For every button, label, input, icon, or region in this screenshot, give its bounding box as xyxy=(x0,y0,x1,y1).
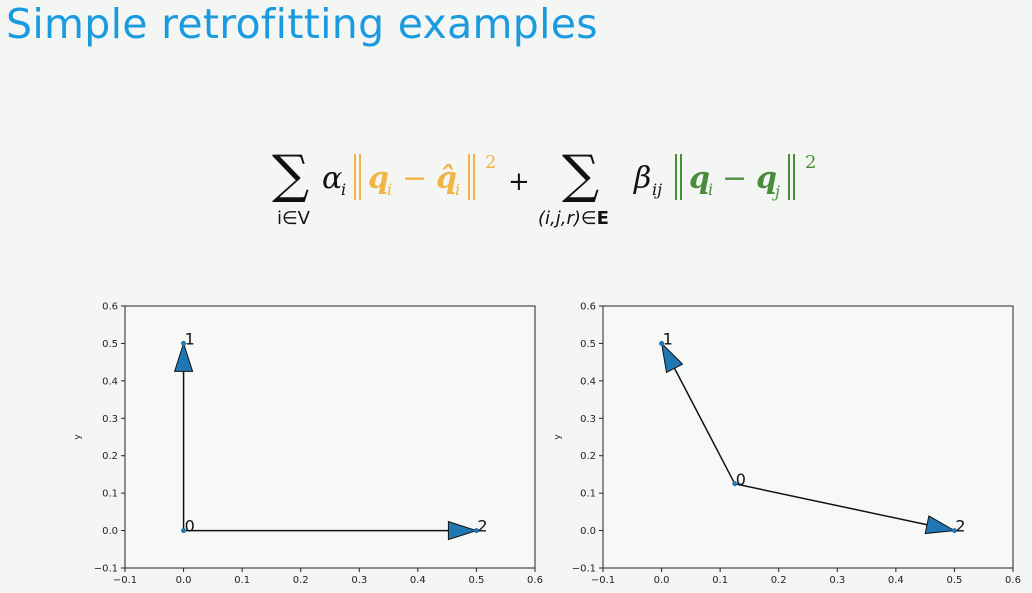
plus-sign: + xyxy=(508,167,530,197)
node-point xyxy=(181,340,187,346)
x-tick-label: −0.1 xyxy=(113,575,137,586)
plot-left: −0.1 0.0 0.1 0.2 0.3 0.4 0.5 0.6 −0.1 0.0 0.1 0.2 0.… xyxy=(73,302,543,587)
x-tick-label: 0.5 xyxy=(946,575,962,586)
retrofitting-objective-equation: ∑ i∈V α i q i − q̂ i 2 + ∑ (i,j,r)∈E β i… xyxy=(272,145,816,229)
node-label: 1 xyxy=(663,329,673,348)
y-tick-label: 0.3 xyxy=(580,414,596,425)
x-tick-label: 0.5 xyxy=(468,575,484,586)
x-tick-label: 0.0 xyxy=(176,575,192,586)
x-tick-label: 0.4 xyxy=(410,575,426,586)
y-tick-label: 0.6 xyxy=(102,302,118,313)
edge-line xyxy=(734,483,928,526)
node-point xyxy=(732,481,738,487)
edge-line xyxy=(673,367,736,485)
sum-symbol-2: ∑ xyxy=(562,145,599,205)
alpha-subscript: i xyxy=(341,180,346,199)
node-point xyxy=(181,528,187,534)
qi-subscript: i xyxy=(708,180,713,199)
q-subscript: i xyxy=(387,180,392,199)
x-tick-label: −0.1 xyxy=(591,575,615,586)
slide-title: Simple retrofitting examples xyxy=(6,0,598,48)
plot-right: −0.1 0.0 0.1 0.2 0.3 0.4 0.5 0.6 −0.1 0.0 0.1 0.2 0.… xyxy=(553,302,1021,587)
y-tick-label: 0.4 xyxy=(580,376,596,387)
node-point xyxy=(659,340,665,346)
edge-arrowhead xyxy=(447,520,479,541)
node-point xyxy=(951,528,957,534)
square-exponent-1: 2 xyxy=(485,152,496,173)
node-label: 2 xyxy=(955,517,965,536)
q-vector: q xyxy=(368,161,389,196)
sum2-subscript-tuple: (i,j,r)∈ xyxy=(538,208,597,229)
beta-subscript: ij xyxy=(652,180,662,199)
y-tick-label: 0.0 xyxy=(580,526,596,537)
minus-sign-2: − xyxy=(722,161,747,196)
y-tick-label: 0.2 xyxy=(580,451,596,462)
y-axis-label: y xyxy=(553,434,563,440)
sum-symbol-1: ∑ xyxy=(272,145,309,205)
y-tick-label: −0.1 xyxy=(94,564,118,575)
y-tick-label: 0.0 xyxy=(102,526,118,537)
y-tick-label: 0.3 xyxy=(102,414,118,425)
node-label: 0 xyxy=(736,470,746,489)
minus-sign-1: − xyxy=(402,161,427,196)
qhat-vector: q̂ xyxy=(436,161,457,196)
y-tick-label: 0.5 xyxy=(580,339,596,350)
x-tick-label: 0.3 xyxy=(829,575,845,586)
y-tick-label: 0.1 xyxy=(102,489,118,500)
qhat-subscript: i xyxy=(455,180,460,199)
x-tick-label: 0.0 xyxy=(654,575,670,586)
x-tick-label: 0.4 xyxy=(888,575,904,586)
plot-frame xyxy=(602,305,1014,569)
x-tick-label: 0.1 xyxy=(712,575,728,586)
edge-arrowhead xyxy=(924,515,956,535)
x-tick-label: 0.6 xyxy=(1005,575,1021,586)
sum1-subscript: i∈V xyxy=(277,208,311,229)
x-tick-label: 0.3 xyxy=(351,575,367,586)
x-tick-label: 0.6 xyxy=(527,575,543,586)
sum2-subscript-set: E xyxy=(597,208,609,229)
node-point xyxy=(473,528,479,534)
qi-vector: q xyxy=(689,161,710,196)
node-label: 0 xyxy=(185,517,195,536)
qj-subscript: j xyxy=(772,182,780,201)
edge-arrowhead xyxy=(173,341,194,372)
y-tick-label: 0.5 xyxy=(102,339,118,350)
sum2-subscript: (i,j,r)∈E xyxy=(538,208,609,229)
y-tick-label: 0.2 xyxy=(102,451,118,462)
plot-frame xyxy=(124,305,536,569)
x-tick-label: 0.1 xyxy=(234,575,250,586)
y-tick-label: 0.6 xyxy=(580,302,596,313)
node-label: 1 xyxy=(185,329,195,348)
square-exponent-2: 2 xyxy=(805,152,816,173)
x-tick-label: 0.2 xyxy=(293,575,309,586)
alpha-symbol: α xyxy=(322,161,342,196)
node-label: 2 xyxy=(477,517,487,536)
x-tick-label: 0.2 xyxy=(771,575,787,586)
y-tick-label: 0.4 xyxy=(102,376,118,387)
y-tick-label: −0.1 xyxy=(572,564,596,575)
y-tick-label: 0.1 xyxy=(580,489,596,500)
edge-arrowhead xyxy=(660,341,684,374)
y-axis-label: y xyxy=(73,434,83,440)
qj-vector: q xyxy=(756,161,777,196)
beta-symbol: β xyxy=(633,161,651,196)
